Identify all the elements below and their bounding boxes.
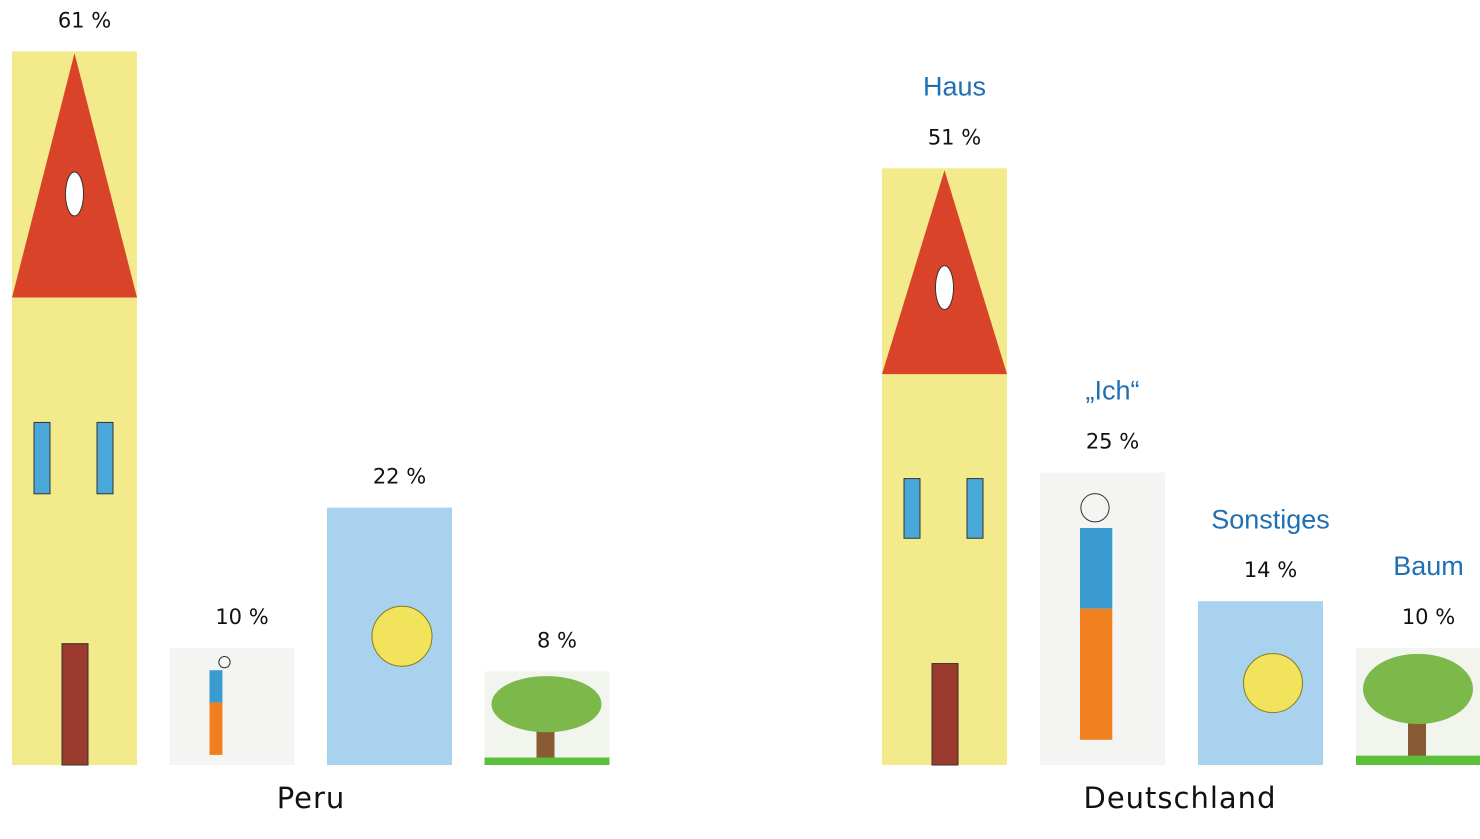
grass (485, 758, 610, 765)
window (967, 479, 983, 539)
door (62, 644, 88, 765)
value-label: 8 % (537, 628, 577, 652)
crown (1363, 654, 1473, 724)
value-label: 10 % (215, 605, 268, 629)
value-label: 25 % (1086, 430, 1139, 454)
chart: 61 % 10 % 22 % 8 % Peru 51 % Haus 25 % „Ich“ 14 %… (0, 0, 1480, 839)
page: 61 % 10 % 22 % 8 % Peru 51 % Haus 25 % „Ich“ 14 %… (0, 0, 1480, 839)
legs (1080, 609, 1112, 740)
window (97, 422, 113, 493)
bird (372, 606, 432, 666)
illustration (1244, 654, 1303, 713)
legs (210, 702, 223, 754)
window (936, 266, 954, 310)
value-label: 10 % (1402, 605, 1455, 629)
value-label: 14 % (1244, 558, 1297, 582)
bar (170, 648, 295, 765)
value-label: 22 % (373, 465, 426, 489)
window (66, 172, 84, 216)
torso (210, 670, 223, 702)
illustration (372, 606, 432, 666)
door (932, 664, 958, 765)
category-label: „Ich“ (1086, 376, 1140, 406)
category-label: Haus (923, 71, 986, 101)
window (34, 422, 50, 493)
group-title: Peru (277, 781, 346, 815)
torso (1080, 528, 1112, 609)
group-title: Deutschland (1084, 781, 1277, 815)
bird (1244, 654, 1303, 713)
value-label: 61 % (58, 8, 111, 32)
category-label: Baum (1393, 551, 1464, 581)
crown (492, 676, 602, 732)
category-label: Sonstiges (1211, 504, 1330, 534)
grass (1356, 756, 1480, 765)
value-label: 51 % (928, 125, 981, 149)
illustration (1080, 494, 1112, 740)
window (904, 479, 920, 539)
